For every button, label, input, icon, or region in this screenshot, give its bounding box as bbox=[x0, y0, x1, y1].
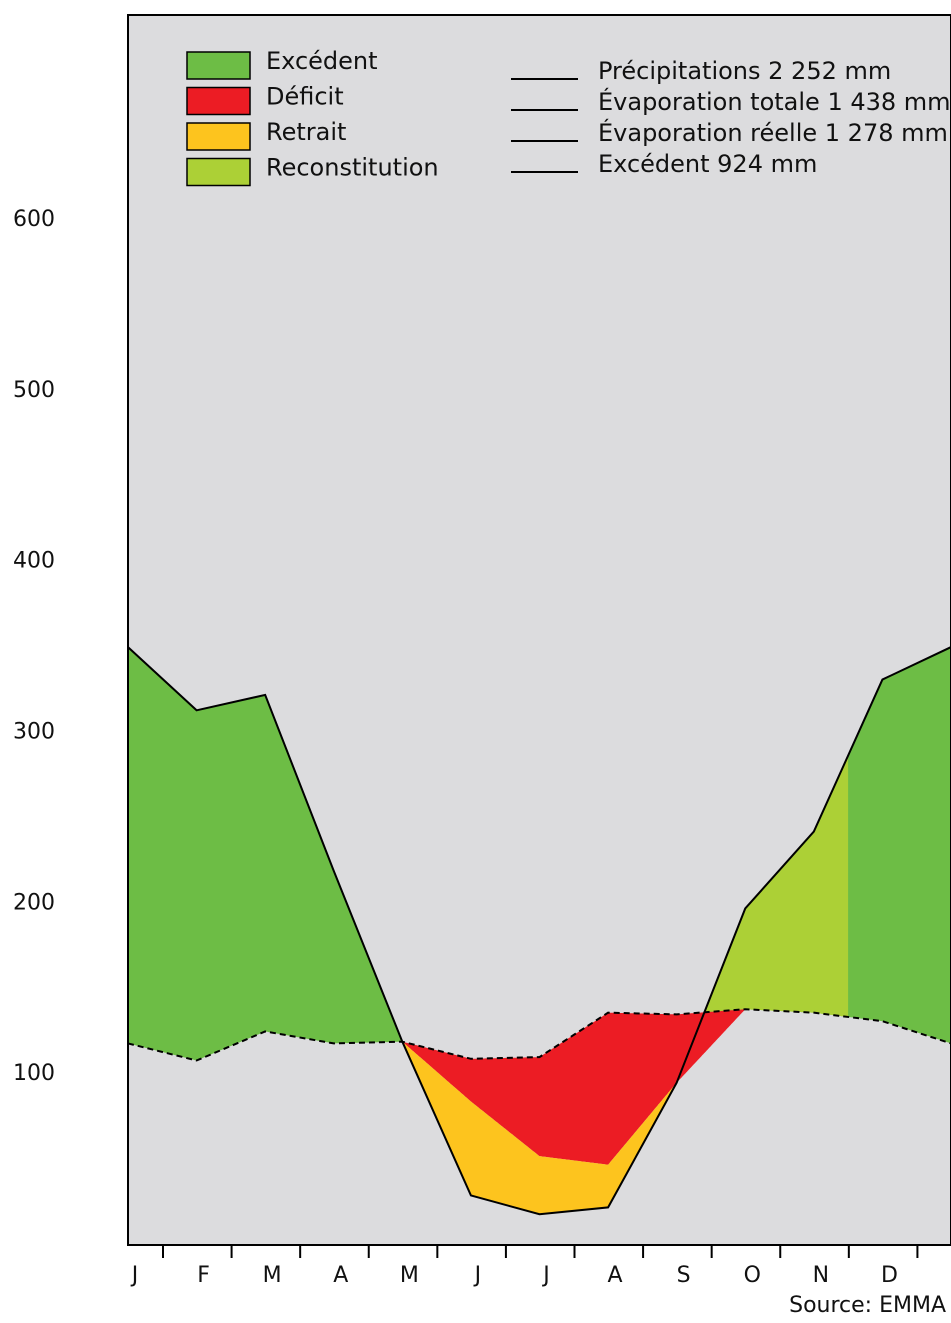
retrait-area bbox=[128, 1009, 951, 1215]
y-tick-label: 400 bbox=[13, 549, 55, 574]
precipitation-line bbox=[127, 646, 951, 1216]
x-tick-label: N bbox=[813, 1263, 829, 1288]
x-tick-label: J bbox=[541, 1263, 550, 1288]
legend-label: Retrait bbox=[266, 118, 346, 146]
legend-label: Précipitations 2 252 mm bbox=[598, 57, 891, 85]
legend-label: Excédent bbox=[266, 47, 378, 75]
y-tick-label: 500 bbox=[13, 378, 55, 403]
x-tick-label: O bbox=[744, 1263, 761, 1288]
lines bbox=[127, 646, 951, 1216]
legend-swatch bbox=[186, 122, 251, 151]
y-tick-label: 100 bbox=[13, 1061, 55, 1086]
source: Source: EMMA bbox=[789, 1293, 946, 1318]
deficit-area bbox=[128, 1009, 951, 1165]
legend-label: Déficit bbox=[266, 83, 344, 111]
y-tick-label: 600 bbox=[13, 207, 55, 232]
x-tick-label: A bbox=[608, 1263, 623, 1288]
x-tick-label: S bbox=[677, 1263, 691, 1288]
x-tick-label: M bbox=[263, 1263, 282, 1288]
legend-label: Évaporation réelle 1 278 mm bbox=[598, 118, 948, 147]
y-tick-label: 300 bbox=[13, 720, 55, 745]
y-tick-label: 200 bbox=[13, 890, 55, 915]
legend-label: Évaporation totale 1 438 mm bbox=[598, 87, 951, 116]
x-tick-label: D bbox=[881, 1263, 898, 1288]
reconstitution-area bbox=[676, 755, 849, 1017]
legend-label: Reconstitution bbox=[266, 154, 439, 182]
legend-swatch bbox=[186, 86, 251, 116]
x-tick-label: F bbox=[197, 1263, 210, 1288]
x-tick-label: J bbox=[130, 1263, 139, 1288]
x-tick-label: M bbox=[400, 1263, 419, 1288]
plot-background bbox=[128, 15, 951, 1245]
legend-swatch bbox=[186, 51, 251, 80]
x-tick-label: A bbox=[333, 1263, 348, 1288]
legend-label: Excédent 924 mm bbox=[598, 150, 817, 178]
plot-frame bbox=[127, 14, 951, 1246]
areas bbox=[128, 647, 951, 1215]
legend-swatch bbox=[186, 157, 251, 187]
evaporation-line bbox=[127, 1008, 951, 1062]
x-tick-label: J bbox=[473, 1263, 482, 1288]
